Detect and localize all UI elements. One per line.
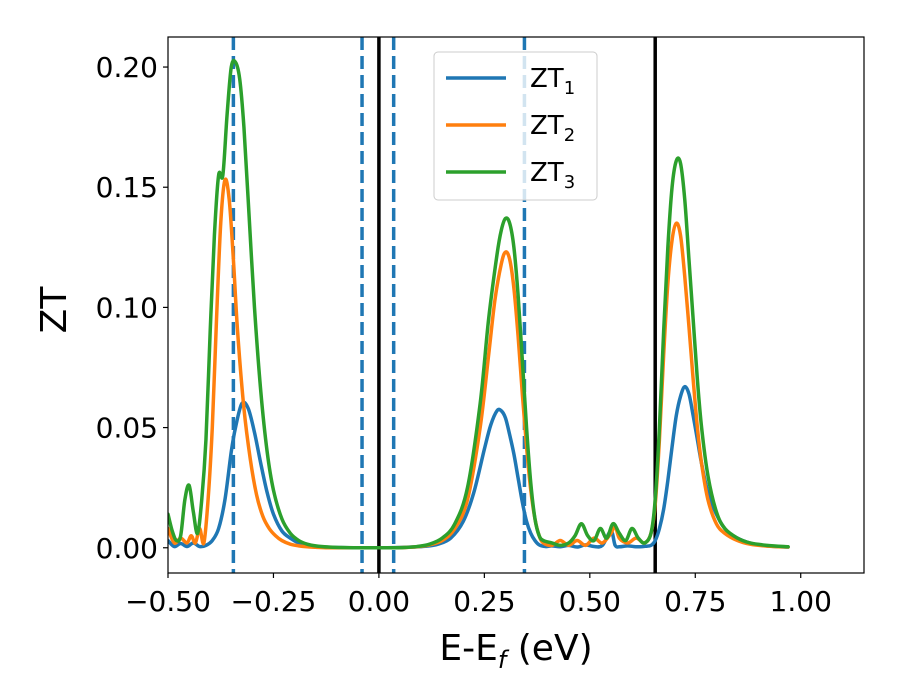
reference-lines [231,37,657,573]
legend-label-zt1: ZT1 [530,64,575,99]
x-axis-title-main: E-E [439,628,497,669]
legend: ZT1 ZT2 ZT3 [433,51,598,201]
y-axis-ticks: 0.00 0.05 0.10 0.15 0.20 [96,51,168,565]
series-line-zt2 [168,177,790,550]
y-tick-label: 0.15 [96,171,158,204]
legend-label-zt3: ZT3 [530,158,575,193]
series-line-zt1 [168,384,790,550]
x-tick-label: 0.75 [664,585,726,618]
x-tick-label: 1.00 [770,585,832,618]
y-tick-label: 0.20 [96,51,158,84]
y-tick-label: 0.05 [96,412,158,445]
legend-label-zt2: ZT2 [530,111,575,146]
x-axis-ticks: −0.50 −0.25 0.00 0.25 0.50 0.75 1.00 [125,573,832,618]
x-axis-title-unit: (eV) [506,628,592,669]
x-tick-label: −0.25 [231,585,317,618]
y-axis-title: ZT [34,286,75,334]
data-series [168,58,790,550]
y-tick-label: 0.10 [96,291,158,324]
x-tick-label: 0.25 [453,585,515,618]
x-tick-label: 0.50 [559,585,621,618]
x-tick-label: −0.50 [125,585,211,618]
y-tick-label: 0.00 [96,532,158,565]
legend-box [433,51,598,201]
x-tick-label: 0.00 [348,585,410,618]
plot-frame [167,36,865,574]
x-axis-title: E-Ef (eV) [439,628,592,674]
series-line-zt3 [168,58,790,550]
legend-entries: ZT1 ZT2 ZT3 [446,64,575,193]
